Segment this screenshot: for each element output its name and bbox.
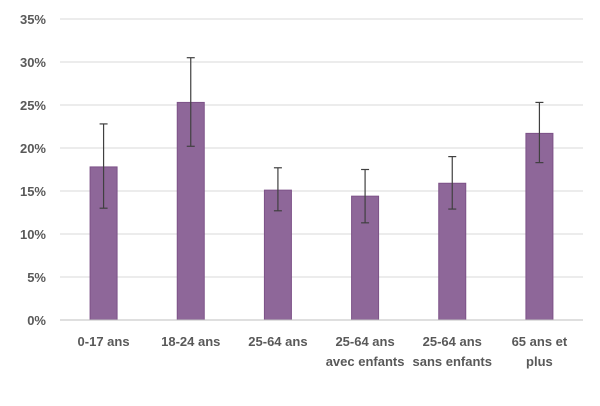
x-tick-label-line: 18-24 ans [161,334,220,349]
y-tick-label: 5% [27,270,46,285]
x-tick-label-line: 65 ans et [512,334,568,349]
gridlines [60,18,583,278]
y-tick-label: 15% [20,184,46,199]
y-tick-label: 30% [20,55,46,70]
bars [89,101,554,321]
x-tick-label-line: avec enfants [326,354,405,369]
bar [525,132,554,321]
x-tick-label: 25-64 ans avec enfants [326,334,405,369]
y-tick-label: 20% [20,141,46,156]
y-tick-label: 0% [27,313,46,328]
x-tick-label-line: 0-17 ans [78,334,130,349]
bar [263,189,292,321]
y-tick-label: 10% [20,227,46,242]
error-bars [99,57,544,224]
error-bar [273,167,282,212]
x-tick-label: 25-64 ans [248,334,307,349]
y-tick-label: 25% [20,98,46,113]
x-tick-label-line: 25-64 ans [248,334,307,349]
x-tick-label-line: 25-64 ans [423,334,482,349]
x-tick-label-line: plus [526,354,553,369]
x-tick-label: 18-24 ans [161,334,220,349]
error-bar [361,168,370,224]
y-tick-label: 35% [20,12,46,27]
x-tick-label: 65 ans et plus [512,334,568,369]
error-bar [99,123,108,209]
x-axis: 0-17 ans 18-24 ans 25-64 ans 25-64 ans avec … [60,319,583,369]
x-tick-label-line: sans enfants [413,354,492,369]
error-bar [448,156,457,210]
x-tick-label: 0-17 ans [78,334,130,349]
x-tick-label: 25-64 ans sans enfants [413,334,492,369]
error-bar [186,57,195,147]
x-tick-label-line: 25-64 ans [335,334,394,349]
y-axis: 0% 5% 10% 15% 20% 25% 30% 35% [20,12,46,328]
error-bar [535,101,544,164]
